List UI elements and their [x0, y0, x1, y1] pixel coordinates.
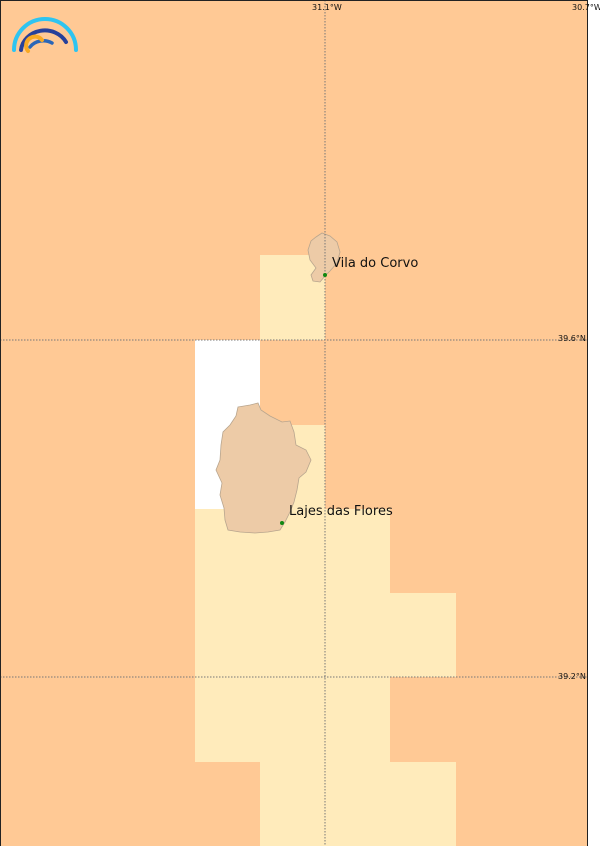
raster-cell	[260, 255, 325, 340]
place-dot-lajes-das-flores	[280, 521, 284, 525]
place-label-lajes-das-flores: Lajes das Flores	[289, 504, 393, 519]
raster-cell	[195, 509, 390, 593]
lon-label: 30.7°W	[572, 3, 600, 12]
raster-cell	[195, 677, 390, 762]
island-corvo	[307, 232, 341, 283]
arc-rainbow-logo	[12, 17, 78, 53]
lat-label: 39.2°N	[558, 672, 586, 681]
place-dot-vila-do-corvo	[323, 273, 327, 277]
island-flores	[215, 402, 312, 534]
lat-label: 39.6°N	[558, 334, 586, 343]
raster-cell	[260, 762, 456, 846]
lon-label: 31.1°W	[312, 3, 342, 12]
place-label-vila-do-corvo: Vila do Corvo	[332, 256, 419, 271]
